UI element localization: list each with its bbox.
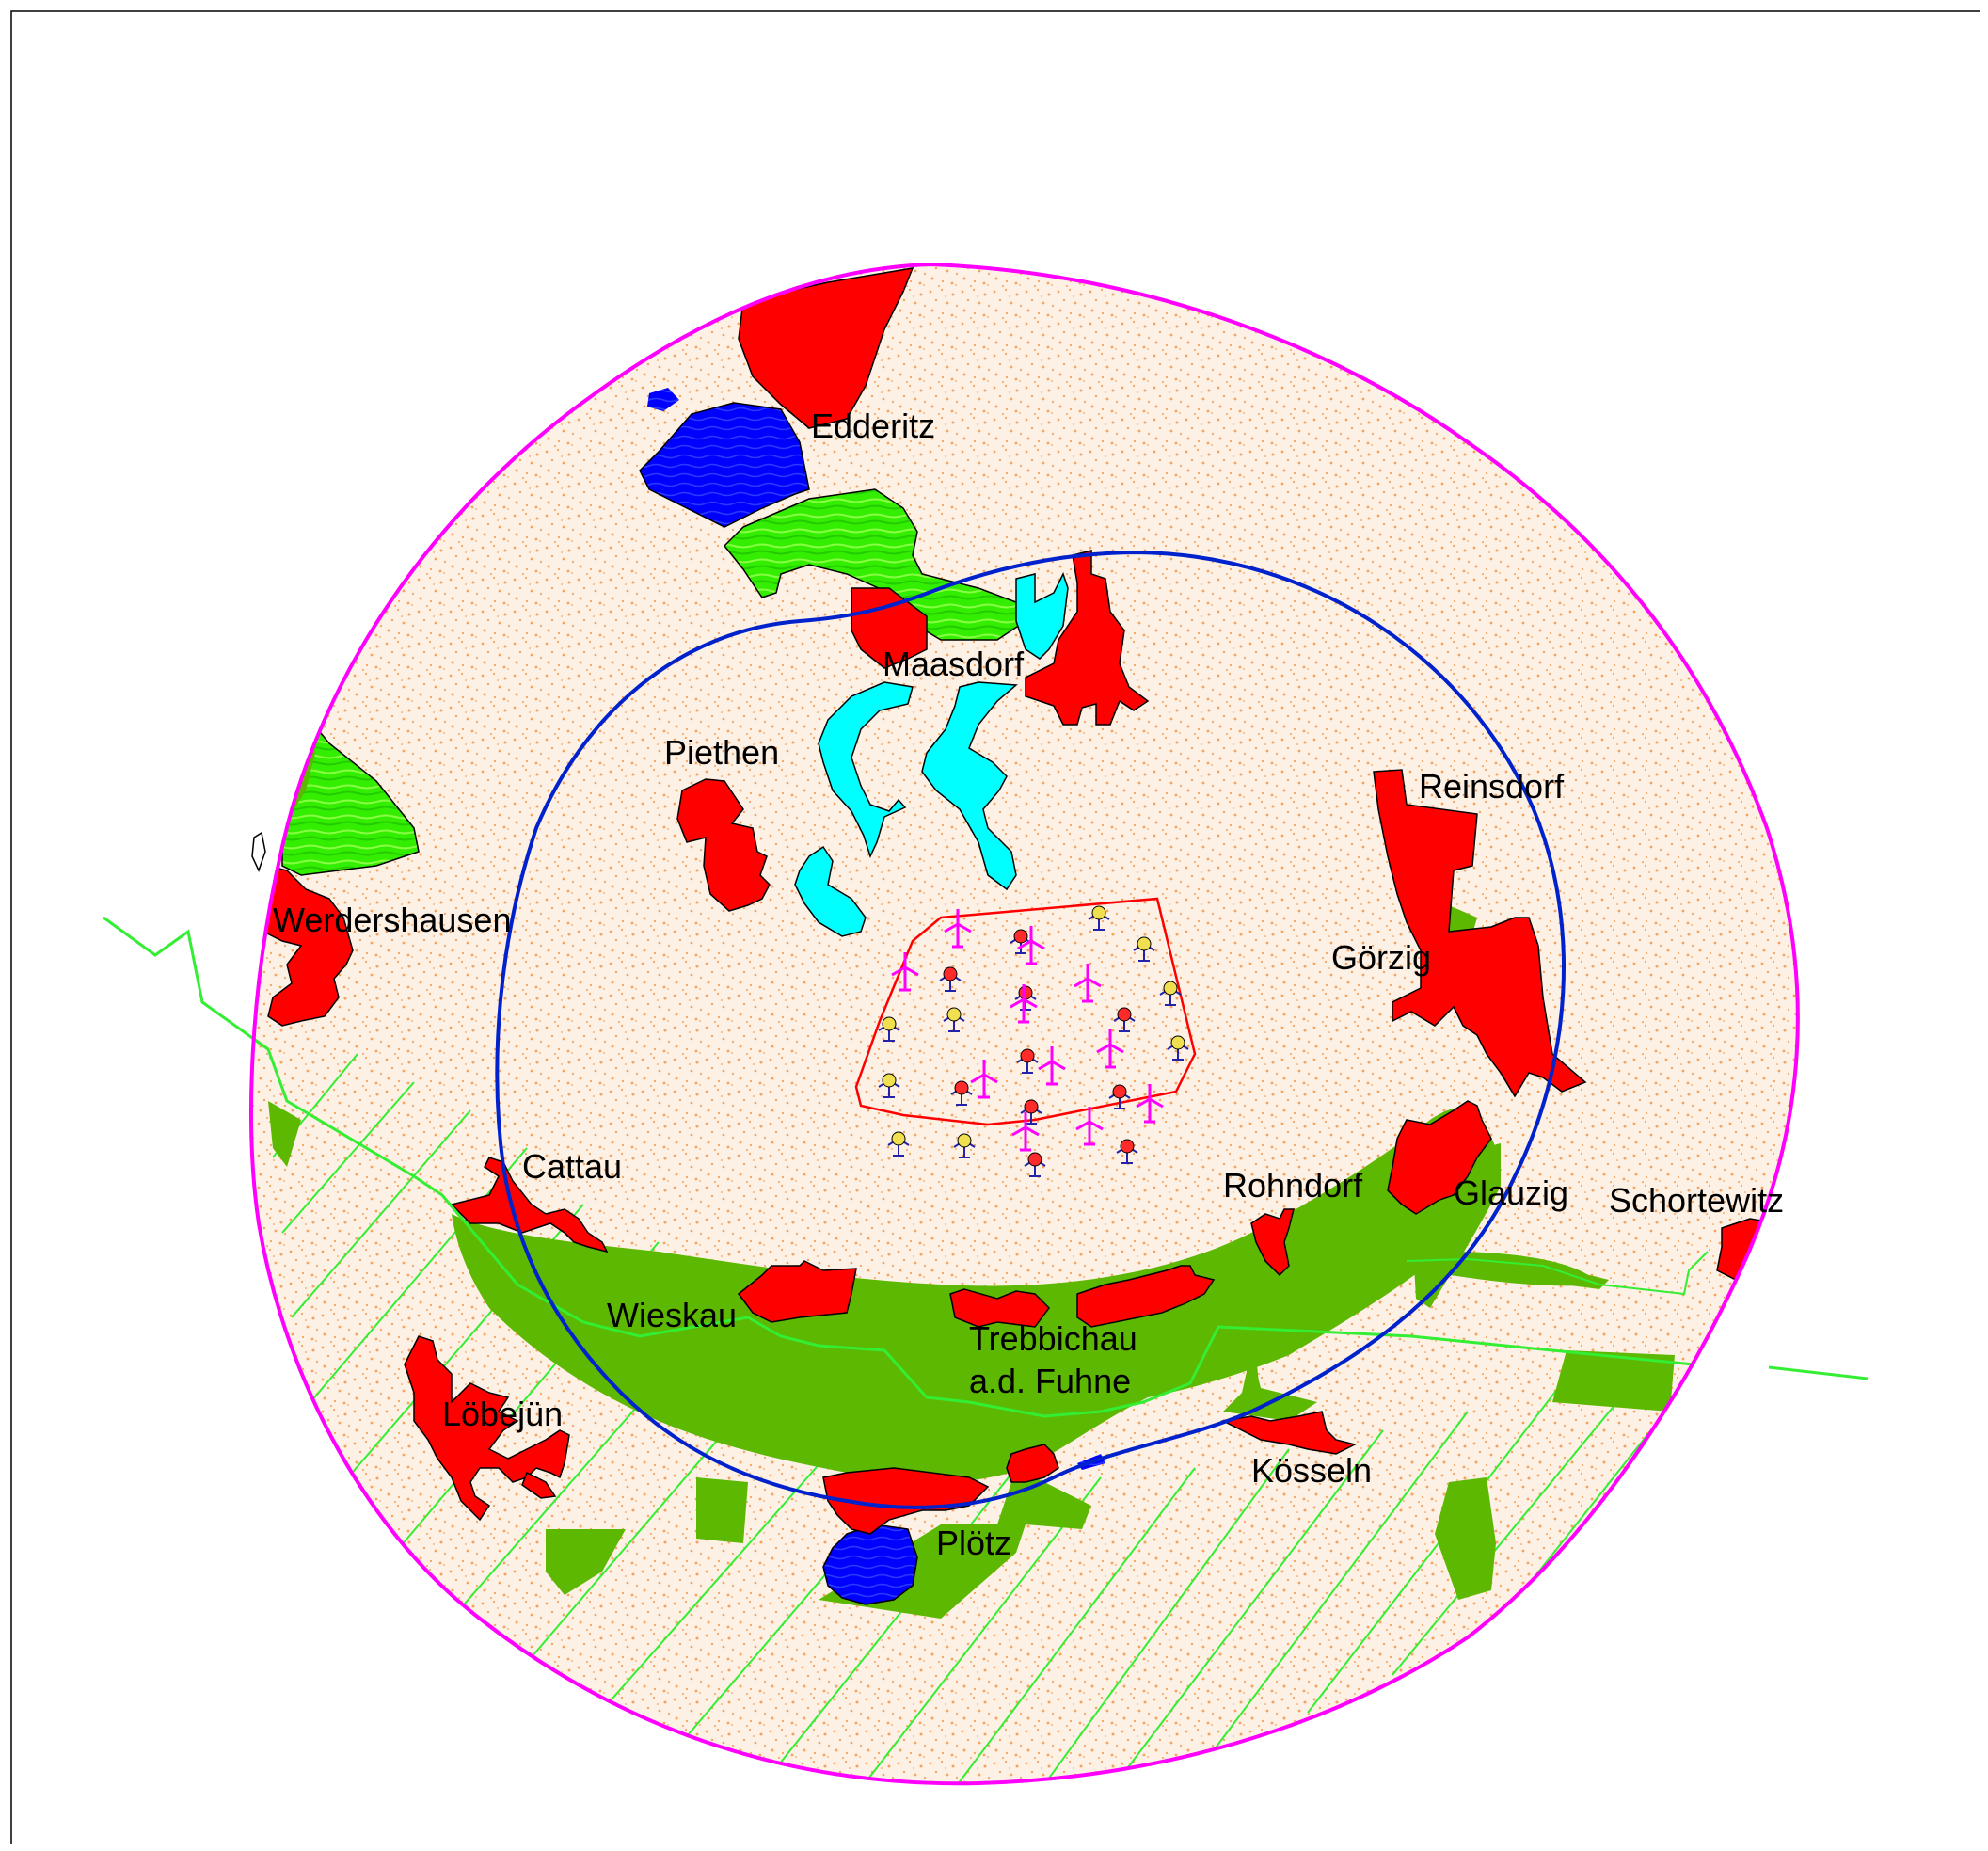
- settlement-schortewitz: [1716, 1218, 1789, 1285]
- wind-turbine-icon: [1017, 926, 1045, 965]
- lake-ploetz: [822, 1524, 918, 1605]
- settlement-trebbichau-west: [949, 1288, 1050, 1328]
- green-patch-south: [696, 1477, 748, 1543]
- settlement-ploetz: [822, 1467, 990, 1535]
- label-schortewitz: Schortewitz: [1609, 1181, 1784, 1220]
- frame-border: [10, 10, 1980, 1844]
- pond-maasdorf-2: [921, 681, 1018, 891]
- label-edderitz: Edderitz: [811, 407, 935, 445]
- label-goerzig: Görzig: [1331, 938, 1431, 977]
- existing-turbine-icon: [1167, 1035, 1189, 1061]
- settlement-maasdorf-east: [1025, 550, 1150, 726]
- existing-turbine-icon: [887, 1131, 910, 1157]
- existing-turbine-icon: [950, 1080, 973, 1106]
- settlement-loebejuen-south: [521, 1471, 557, 1499]
- settlement-glauzig: [1387, 1100, 1492, 1215]
- wind-turbine-icon: [970, 1060, 998, 1099]
- hatched-meadow-zone: [272, 1053, 1741, 1784]
- wind-turbine-icon: [1096, 1029, 1124, 1069]
- green-patch-southeast: [1435, 1477, 1496, 1600]
- pond-piethen: [794, 845, 867, 937]
- settlement-koesseln: [1220, 1411, 1358, 1455]
- meadow-edderitz: [723, 488, 1026, 641]
- label-maasdorf: Maasdorf: [883, 645, 1025, 683]
- existing-turbine-icon: [1159, 981, 1182, 1006]
- wind-turbine-icon: [1074, 964, 1102, 1003]
- settlement-cattau: [450, 1157, 609, 1253]
- wind-farm-area: [854, 897, 1197, 1126]
- inner-radius-circle: [495, 550, 1567, 1509]
- existing-turbine-icon: [1024, 1152, 1046, 1177]
- label-cattau: Cattau: [522, 1147, 622, 1186]
- boundary-line-green-west: [103, 916, 269, 1051]
- settlement-reinsdorf-goerzig: [1373, 769, 1587, 1098]
- green-patch-east: [1552, 1350, 1675, 1412]
- label-reinsdorf: Reinsdorf: [1419, 767, 1565, 806]
- label-piethen: Piethen: [664, 733, 779, 772]
- settlement-rohndorf: [1250, 1208, 1295, 1277]
- existing-turbine-icon: [939, 966, 962, 992]
- existing-turbine-icon: [878, 1016, 900, 1042]
- existing-turbine-icon: [1133, 936, 1155, 962]
- existing-turbine-icon: [1016, 1048, 1039, 1074]
- green-patch-southwest: [546, 1529, 626, 1595]
- pond-maasdorf-1: [818, 681, 914, 859]
- turbine-layer: [878, 905, 1189, 1177]
- label-ploetz: Plötz: [936, 1524, 1011, 1562]
- wind-turbine-icon: [944, 909, 972, 949]
- glauzig-corridor: [1411, 1143, 1501, 1308]
- wind-turbine-icon: [891, 952, 919, 992]
- wind-turbine-icon: [1010, 984, 1038, 1024]
- pond-maasdorf-3: [1015, 572, 1069, 660]
- lake-edderitz: [639, 402, 810, 528]
- settlement-trebbichau-east: [1076, 1265, 1216, 1328]
- existing-turbine-icon: [953, 1133, 976, 1158]
- fuhne-branch-east: [1421, 1252, 1609, 1289]
- label-werdershausen: Werdershausen: [273, 901, 511, 939]
- small-outline-west: [251, 831, 266, 872]
- label-trebbichau-line1: Trebbichau: [969, 1319, 1137, 1358]
- boundary-line-green-east-ext: [1768, 1365, 1869, 1380]
- settlement-maasdorf-west: [851, 587, 928, 669]
- existing-turbine-icon: [1010, 929, 1032, 954]
- existing-turbine-icon: [1116, 1139, 1138, 1164]
- label-koesseln: Kösseln: [1251, 1451, 1372, 1490]
- existing-turbine-icon: [1108, 1084, 1131, 1109]
- outer-study-area: [251, 264, 1798, 1784]
- label-trebbichau-line2: a.d. Fuhne: [969, 1362, 1131, 1400]
- wind-turbine-icon: [1075, 1107, 1104, 1146]
- boundary-line-green-east: [1406, 1251, 1709, 1296]
- existing-turbine-icon: [1088, 905, 1110, 931]
- label-loebejuen: Löbejün: [442, 1395, 563, 1433]
- wind-turbine-icon: [1038, 1046, 1066, 1086]
- settlement-edderitz: [738, 267, 914, 429]
- pond-edderitz-small: [647, 388, 679, 411]
- wind-turbine-icon: [1136, 1084, 1164, 1124]
- existing-turbine-icon: [878, 1073, 900, 1098]
- settlement-wieskau: [737, 1260, 857, 1323]
- label-wieskau: Wieskau: [607, 1296, 737, 1334]
- clipped-features: [251, 267, 1798, 1784]
- settlement-piethen: [676, 778, 771, 912]
- existing-turbine-icon: [943, 1007, 965, 1032]
- label-glauzig: Glauzig: [1454, 1173, 1568, 1212]
- existing-turbine-icon: [1020, 1099, 1042, 1125]
- wind-turbine-icon: [1011, 1112, 1040, 1152]
- outer-radius-circle: [249, 262, 1800, 1786]
- existing-turbine-icon: [1113, 1007, 1136, 1032]
- settlement-ploetz-east: [1006, 1444, 1059, 1483]
- green-patch-koesseln-arm: [1247, 1355, 1261, 1407]
- boundary-line-green: [251, 916, 1798, 1418]
- settlement-werdershausen: [262, 865, 354, 1027]
- green-patch-west: [268, 1101, 301, 1167]
- label-rohndorf: Rohndorf: [1223, 1166, 1363, 1205]
